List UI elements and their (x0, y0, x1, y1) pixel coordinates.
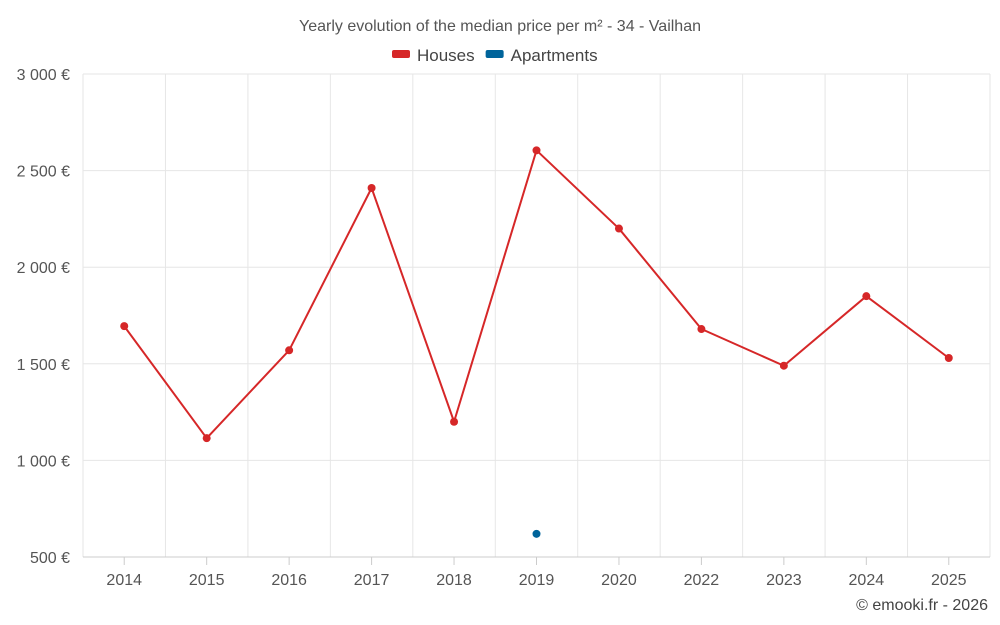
legend-swatch (392, 50, 410, 58)
legend-item-apartments[interactable]: Apartments (485, 46, 598, 65)
legend-swatch (485, 50, 504, 58)
x-tick-label: 2015 (189, 572, 225, 589)
data-point-houses[interactable] (944, 354, 953, 363)
data-point-houses[interactable] (532, 146, 541, 155)
chart-title: Yearly evolution of the median price per… (299, 18, 701, 35)
x-tick-label: 2019 (519, 572, 555, 589)
data-point-houses[interactable] (120, 322, 129, 331)
x-tick-label: 2014 (106, 572, 142, 589)
data-point-houses[interactable] (614, 224, 623, 233)
legend-label: Houses (417, 46, 475, 65)
y-tick-label: 1 000 € (17, 453, 70, 470)
x-tick-label: 2023 (766, 572, 802, 589)
axes: 500 € 1 000 € 1 500 € 2 000 € 2 500 € 3 000 €… (17, 67, 990, 589)
x-tick-label: 2020 (601, 572, 637, 589)
y-tick-label: 500 € (30, 550, 70, 567)
data-point-houses[interactable] (285, 346, 294, 355)
legend-label: Apartments (511, 46, 598, 65)
y-tick-label: 2 000 € (17, 260, 70, 277)
x-tick-label: 2024 (849, 572, 885, 589)
data-point-apartments[interactable] (532, 529, 541, 538)
data-point-houses[interactable] (450, 417, 459, 426)
credit-text: © emooki.fr - 2026 (856, 597, 988, 614)
data-point-houses[interactable] (697, 325, 706, 334)
data-point-houses[interactable] (367, 183, 376, 192)
data-point-houses[interactable] (779, 361, 788, 370)
series-houses (120, 146, 953, 443)
data-point-houses[interactable] (202, 434, 211, 443)
y-tick-label: 3 000 € (17, 67, 70, 84)
grid-lines (82, 73, 991, 558)
x-tick-label: 2025 (931, 572, 967, 589)
data-point-houses[interactable] (862, 292, 871, 301)
y-tick-label: 1 500 € (17, 357, 70, 374)
legend-item-houses[interactable]: Houses (392, 46, 475, 65)
y-tick-label: 2 500 € (17, 164, 70, 181)
x-tick-label: 2022 (684, 572, 720, 589)
x-tick-label: 2017 (354, 572, 390, 589)
series-apartments (532, 529, 541, 538)
series-layer (120, 146, 953, 538)
legend: Houses Apartments (392, 46, 598, 65)
x-tick-label: 2018 (436, 572, 472, 589)
x-tick-label: 2016 (271, 572, 307, 589)
